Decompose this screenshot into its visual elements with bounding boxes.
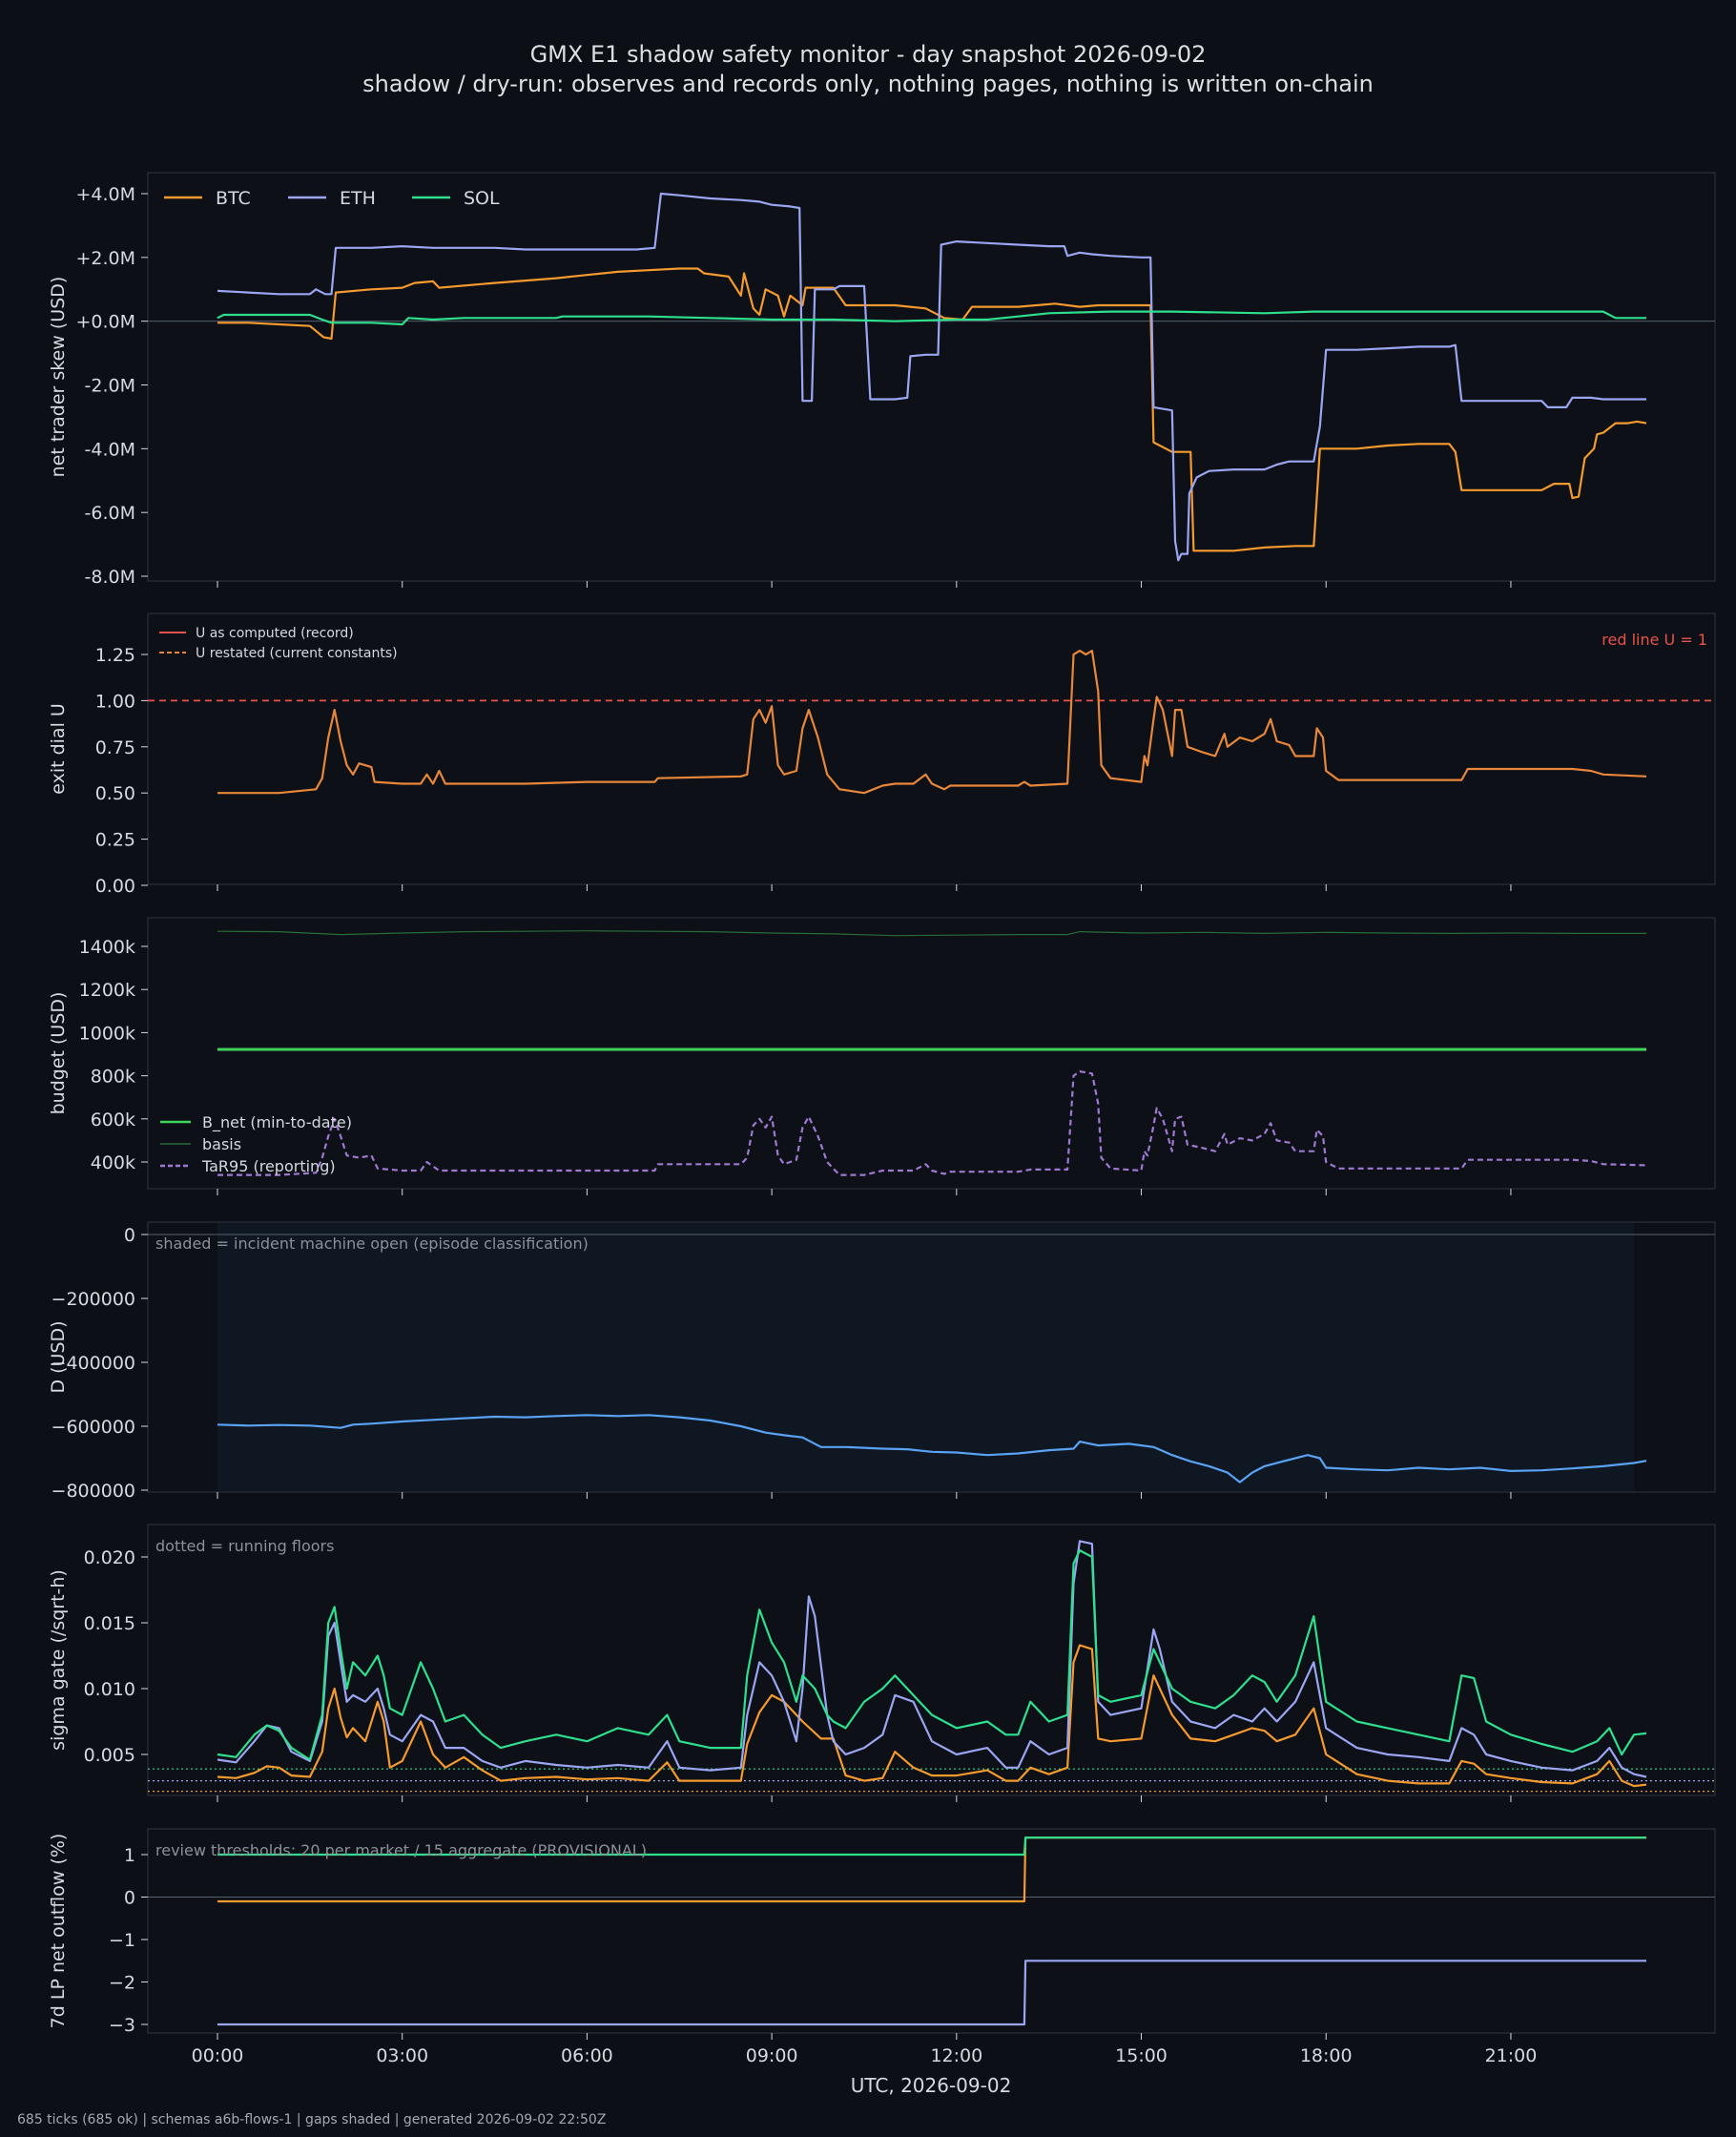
panel-annotation: dotted = running floors <box>155 1537 334 1555</box>
incident-shade <box>217 1223 1635 1491</box>
panel-skew: +4.0M +2.0M +0.0M -2.0M -4.0M -6.0M -8.0M net t… <box>48 172 1716 588</box>
y-tick-label: 1.25 <box>95 645 135 666</box>
red-line-label: red line U = 1 <box>1602 631 1707 649</box>
y-tick-label: 1400k <box>79 937 135 958</box>
y-axis-label: budget (USD) <box>48 992 69 1115</box>
legend-label: BTC <box>216 188 251 209</box>
y-tick-label: 600k <box>91 1110 135 1131</box>
y-tick-label: -6.0M <box>85 503 135 524</box>
y-tick-label: −600000 <box>52 1417 135 1438</box>
series-line-drawdown <box>217 1414 1647 1483</box>
y-tick-label: −1 <box>109 1930 135 1951</box>
legend-label: TaR95 (reporting) <box>201 1157 336 1175</box>
series-line-u-restated-current-constants- <box>217 649 1647 795</box>
series-line-sol <box>217 310 1646 326</box>
page-subtitle: shadow / dry-run: observes and records o… <box>362 71 1374 97</box>
x-tick-label: 03:00 <box>376 2045 428 2066</box>
series-line-sol <box>217 1548 1647 1761</box>
series-line-basis <box>217 930 1646 937</box>
plot-frame <box>147 917 1716 1190</box>
y-tick-label: 0.005 <box>84 1745 135 1766</box>
legend-label: U as computed (record) <box>196 626 354 641</box>
series-line-sol <box>217 1836 1646 1857</box>
y-tick-label: +4.0M <box>75 184 135 205</box>
legend-label: U restated (current constants) <box>196 646 398 661</box>
y-axis-label: D (USD) <box>48 1320 69 1393</box>
y-tick-label: 0.25 <box>95 830 135 851</box>
y-axis-label: net trader skew (USD) <box>48 277 69 478</box>
y-tick-label: 0 <box>124 1888 135 1909</box>
x-tick-label: 06:00 <box>561 2045 613 2066</box>
legend-label: basis <box>202 1135 241 1153</box>
legend-label: SOL <box>464 188 500 209</box>
panel-lp_outflow: 1 0 −1 −2 −3 00:00 03:00 06:00 09:00 12:00 15:00 18… <box>48 1828 1716 2097</box>
y-tick-label: 0.75 <box>95 737 135 758</box>
series-line-btc <box>217 267 1647 552</box>
legend-label: ETH <box>340 188 376 209</box>
series-line-eth <box>217 1540 1647 1778</box>
panel-budget: 400k 600k 800k 1000k 1200k 1400k budget (USD) B… <box>48 917 1716 1195</box>
legend-label: B_net (min-to-date) <box>202 1113 352 1132</box>
y-tick-label: 0 <box>124 1225 135 1246</box>
x-axis-label: UTC, 2026-09-02 <box>851 2074 1012 2097</box>
y-tick-label: 0.50 <box>95 783 135 804</box>
x-tick-label: 12:00 <box>930 2045 982 2066</box>
y-axis-label: sigma gate (/sqrt-h) <box>48 1569 69 1751</box>
y-tick-label: −800000 <box>52 1481 135 1502</box>
y-tick-label: 1000k <box>79 1023 135 1044</box>
x-tick-label: 09:00 <box>746 2045 798 2066</box>
y-tick-label: 1200k <box>79 980 135 1001</box>
y-tick-label: 800k <box>91 1067 135 1088</box>
x-tick-label: 21:00 <box>1485 2045 1538 2066</box>
plot-frame <box>147 172 1716 582</box>
panel-exit_dial: 0.00 0.25 0.50 0.75 1.00 1.25 exit dial U red l… <box>48 612 1716 897</box>
y-axis-label: 7d LP net outflow (%) <box>48 1834 69 2029</box>
x-tick-label: 15:00 <box>1115 2045 1168 2066</box>
y-tick-label: −200000 <box>52 1289 135 1310</box>
panel-annotation: shaded = incident machine open (episode … <box>155 1234 589 1253</box>
y-tick-label: 1.00 <box>95 691 135 712</box>
y-tick-label: -4.0M <box>85 439 135 460</box>
y-axis-label: exit dial U <box>48 703 69 795</box>
plot-frame <box>147 612 1716 885</box>
y-tick-label: 0.010 <box>84 1679 135 1700</box>
y-tick-label: +2.0M <box>75 248 135 269</box>
panel-drawdown: 0 −200000 −400000 −600000 −800000 D (USD) shad… <box>48 1221 1716 1502</box>
series-line-tar95-reporting- <box>217 1069 1647 1176</box>
y-tick-label: -2.0M <box>85 376 135 397</box>
plot-frame <box>147 1828 1716 2034</box>
series-line-eth <box>217 1960 1646 2026</box>
y-tick-label: 400k <box>91 1152 135 1173</box>
y-tick-label: 1 <box>124 1845 135 1866</box>
y-tick-label: -8.0M <box>85 567 135 588</box>
y-tick-label: 0.00 <box>95 876 135 897</box>
panel-sigma: 0.005 0.010 0.015 0.020 sigma gate (/sqrt-h)… <box>48 1524 1716 1802</box>
y-tick-label: −400000 <box>52 1353 135 1374</box>
series-line-btc <box>217 1644 1647 1788</box>
series-line-eth <box>217 192 1646 562</box>
y-tick-label: −3 <box>109 2015 135 2036</box>
plot-frame <box>147 1524 1716 1796</box>
x-tick-label: 00:00 <box>192 2045 244 2066</box>
x-tick-label: 18:00 <box>1300 2045 1353 2066</box>
panel-annotation: review thresholds: 20 per market / 15 ag… <box>155 1841 647 1859</box>
footer-status: 685 ticks (685 ok) | schemas a6b-flows-1… <box>17 2112 607 2127</box>
page-title: GMX E1 shadow safety monitor - day snaps… <box>529 41 1207 68</box>
y-tick-label: 0.020 <box>84 1547 135 1568</box>
y-tick-label: 0.015 <box>84 1613 135 1634</box>
y-tick-label: −2 <box>109 1973 135 1994</box>
y-tick-label: +0.0M <box>75 312 135 333</box>
